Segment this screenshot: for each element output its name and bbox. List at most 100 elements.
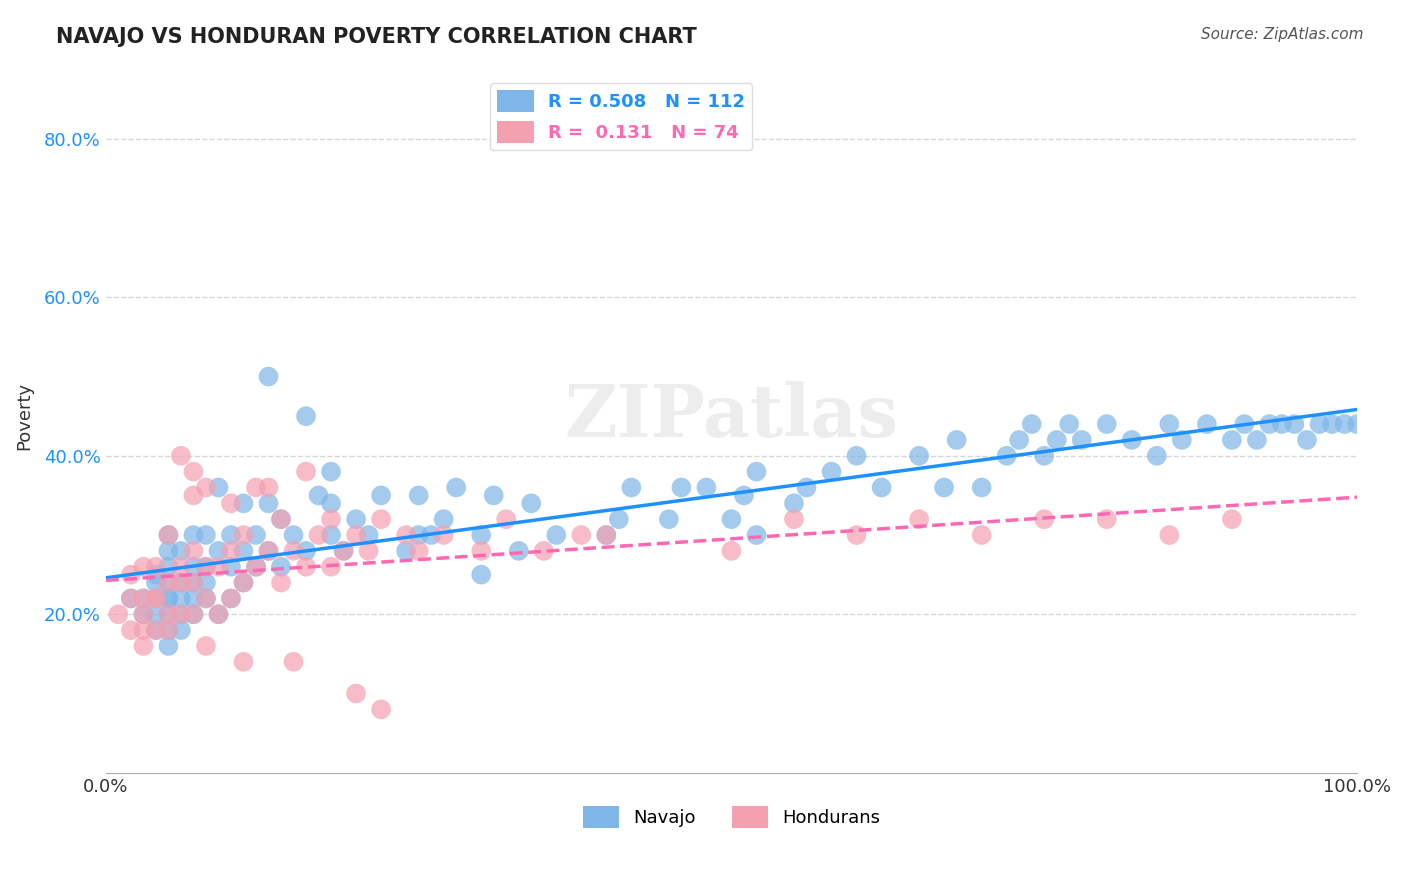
Point [232,496,254,510]
Point [170,607,193,622]
Point [170,544,193,558]
Point [870,481,893,495]
Point [219,528,242,542]
Point [444,481,467,495]
Point [695,481,717,495]
Point [520,496,543,510]
Point [1220,512,1243,526]
Point [357,528,380,542]
Point [183,607,205,622]
Point [183,559,205,574]
Point [319,496,342,510]
Point [332,544,354,558]
Point [194,575,217,590]
Point [495,512,517,526]
Point [1284,417,1306,431]
Point [1021,417,1043,431]
Point [170,591,193,606]
Point [1246,433,1268,447]
Point [482,488,505,502]
Point [157,544,180,558]
Point [283,655,305,669]
Point [1220,433,1243,447]
Point [157,559,180,574]
Point [1033,449,1056,463]
Point [170,575,193,590]
Point [145,591,167,606]
Point [344,686,367,700]
Point [183,575,205,590]
Point [283,544,305,558]
Point [319,465,342,479]
Y-axis label: Poverty: Poverty [15,382,32,450]
Point [607,512,630,526]
Point [157,575,180,590]
Point [845,449,868,463]
Point [595,528,617,542]
Point [145,623,167,637]
Point [344,512,367,526]
Text: ZIPatlas: ZIPatlas [564,381,898,451]
Point [257,496,280,510]
Point [145,575,167,590]
Point [1121,433,1143,447]
Point [145,623,167,637]
Point [145,607,167,622]
Point [370,512,392,526]
Point [970,481,993,495]
Point [395,528,418,542]
Point [157,607,180,622]
Point [207,559,229,574]
Text: NAVAJO VS HONDURAN POVERTY CORRELATION CHART: NAVAJO VS HONDURAN POVERTY CORRELATION C… [56,27,697,46]
Point [408,528,430,542]
Point [232,528,254,542]
Point [319,528,342,542]
Point [170,575,193,590]
Point [120,591,142,606]
Point [1159,528,1181,542]
Point [219,559,242,574]
Point [1258,417,1281,431]
Point [120,591,142,606]
Point [945,433,967,447]
Point [219,496,242,510]
Point [1057,417,1080,431]
Point [157,623,180,637]
Point [332,544,354,558]
Point [170,623,193,637]
Point [433,528,456,542]
Point [845,528,868,542]
Point [132,639,155,653]
Point [1095,417,1118,431]
Point [1296,433,1319,447]
Point [183,528,205,542]
Point [183,575,205,590]
Point [783,512,806,526]
Point [733,488,755,502]
Point [183,607,205,622]
Point [533,544,555,558]
Point [308,488,330,502]
Point [245,559,267,574]
Point [132,623,155,637]
Point [1146,449,1168,463]
Point [370,488,392,502]
Point [1308,417,1330,431]
Point [157,623,180,637]
Point [132,607,155,622]
Legend: Navajo, Hondurans: Navajo, Hondurans [575,798,887,835]
Point [546,528,568,542]
Point [270,512,292,526]
Point [344,528,367,542]
Point [908,449,931,463]
Point [1159,417,1181,431]
Point [295,409,318,424]
Point [1233,417,1256,431]
Point [145,591,167,606]
Point [194,481,217,495]
Point [295,559,318,574]
Point [120,623,142,637]
Point [1046,433,1069,447]
Point [470,567,492,582]
Point [157,607,180,622]
